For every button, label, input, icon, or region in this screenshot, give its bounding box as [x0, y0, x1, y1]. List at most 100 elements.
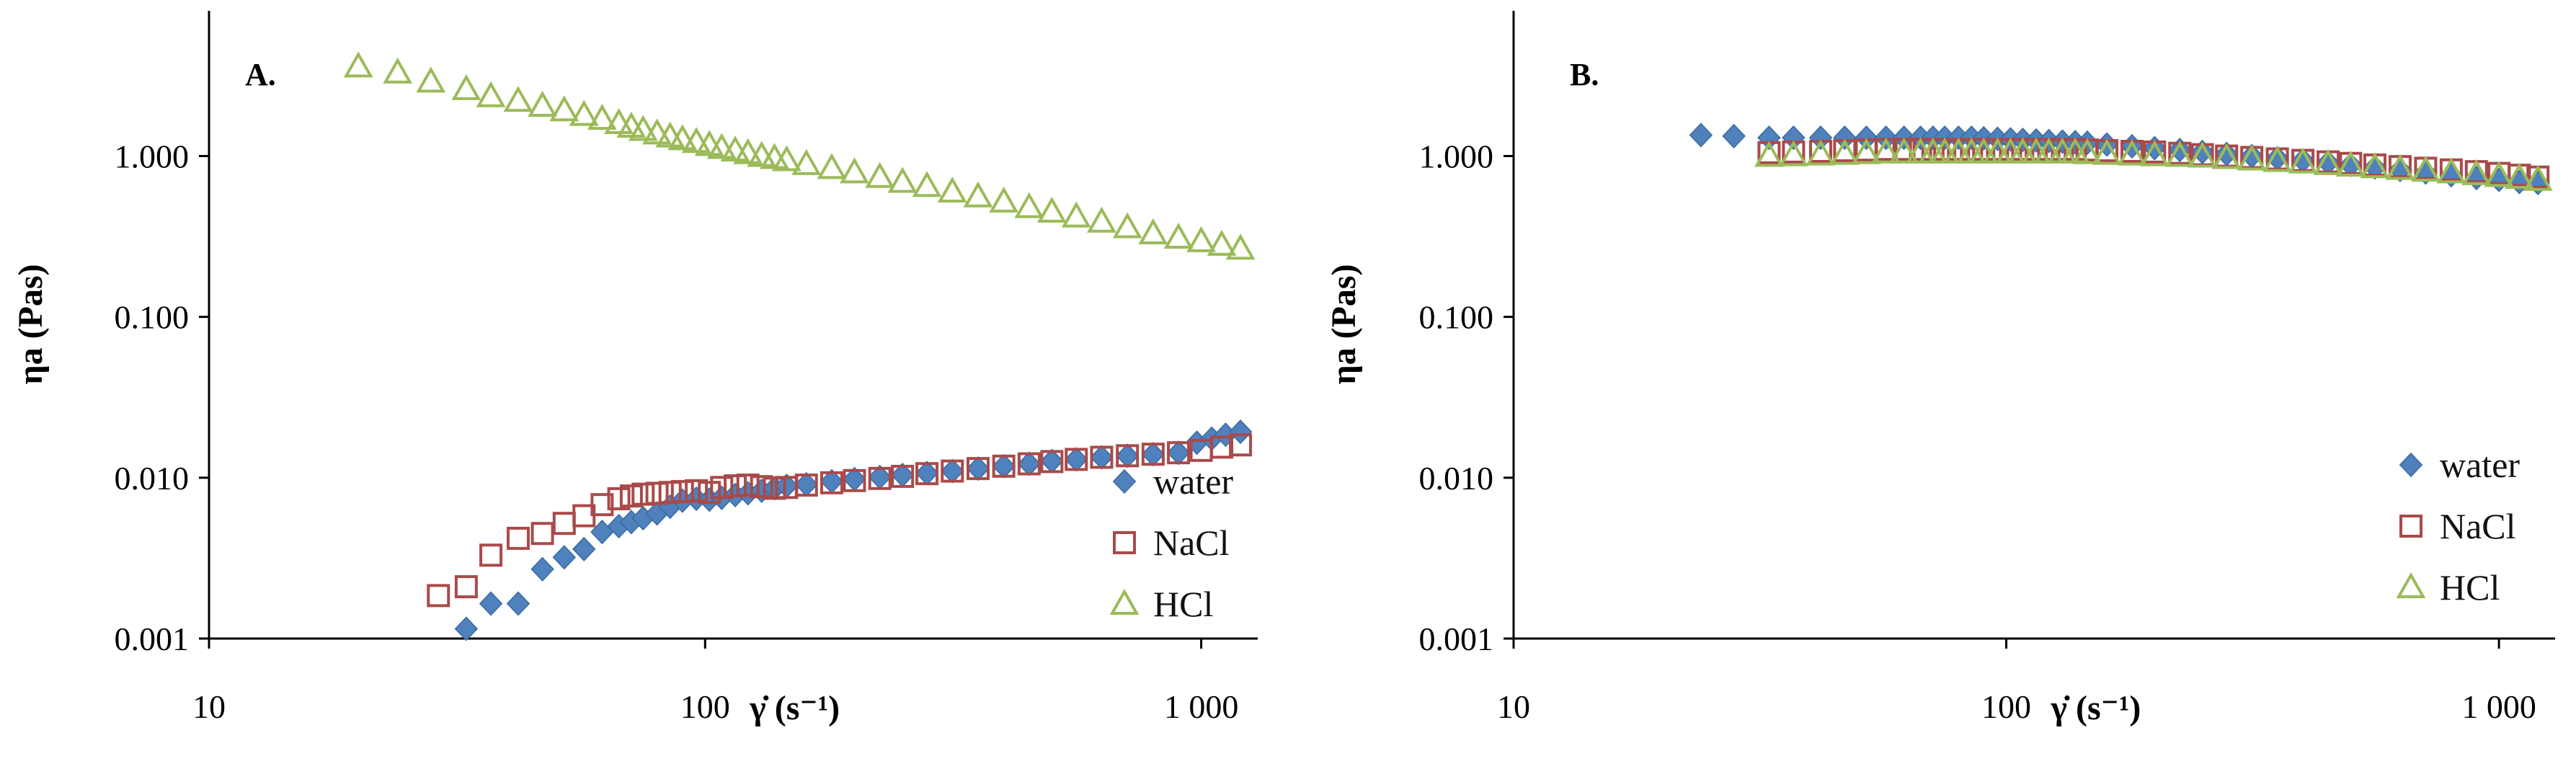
data-point-nacl — [967, 457, 990, 481]
data-point-water — [1833, 125, 1857, 151]
data-point-hcl — [840, 157, 869, 184]
data-point-nacl — [658, 481, 682, 504]
data-point-hcl — [1829, 138, 1860, 165]
data-point-nacl — [1229, 433, 1253, 457]
data-point-nacl — [427, 584, 450, 608]
data-point-hcl — [416, 66, 446, 93]
data-point-hcl — [1138, 218, 1168, 244]
data-point-hcl — [2461, 159, 2492, 185]
data-point-hcl — [733, 138, 763, 164]
data-point-hcl — [587, 104, 617, 130]
legend-marker-nacl — [1113, 531, 1136, 554]
data-point-nacl — [915, 462, 939, 486]
x-tick-label: 10 — [1497, 688, 1530, 725]
data-point-water — [2363, 155, 2387, 180]
data-point-nacl — [941, 459, 964, 483]
data-point-nacl — [1040, 450, 1064, 474]
data-point-hcl — [1225, 234, 1256, 260]
y-tick-label: 1.000 — [115, 138, 190, 175]
data-point-hcl — [747, 141, 777, 167]
data-point-nacl — [843, 468, 866, 492]
x-tick-label: 1 000 — [1164, 688, 1239, 725]
data-point-hcl — [451, 74, 481, 100]
data-point-nacl — [736, 474, 760, 497]
data-point-nacl — [590, 493, 614, 517]
data-point-hcl — [549, 95, 579, 122]
data-point-water — [1115, 443, 1140, 468]
x-axis-title: γ̇ (s⁻¹) — [749, 689, 840, 727]
series-water — [454, 419, 1253, 641]
data-point-hcl — [681, 127, 711, 154]
legend-label-water: water — [2440, 445, 2520, 485]
data-point-hcl — [476, 81, 506, 107]
y-tick-label: 0.001 — [115, 621, 190, 657]
data-point-hcl — [383, 57, 413, 84]
data-point-hcl — [771, 145, 801, 172]
data-point-water — [1808, 125, 1833, 151]
data-point-hcl — [2360, 152, 2390, 179]
data-point-hcl — [2237, 144, 2267, 171]
data-point-hcl — [887, 166, 918, 193]
data-point-water — [479, 591, 503, 616]
data-point-hcl — [1061, 201, 1091, 228]
data-point-hcl — [2211, 143, 2242, 169]
data-point-nacl — [794, 474, 818, 497]
data-point-hcl — [963, 181, 993, 208]
legend-label-water: water — [1153, 461, 1233, 502]
data-point-nacl — [1017, 452, 1041, 476]
data-point-nacl — [454, 575, 478, 599]
data-point-hcl — [1754, 141, 1784, 167]
data-point-hcl — [2436, 157, 2466, 184]
data-point-nacl — [506, 526, 530, 550]
data-point-hcl — [791, 148, 822, 175]
x-tick-label: 100 — [680, 688, 730, 725]
data-point-water — [1090, 445, 1114, 470]
data-point-nacl — [698, 481, 721, 504]
data-point-water — [454, 616, 479, 641]
legend-marker-hcl — [1109, 588, 1140, 615]
data-point-water — [2388, 157, 2412, 182]
data-point-hcl — [720, 135, 750, 162]
panel-label: A. — [245, 57, 276, 92]
data-point-hcl — [642, 118, 672, 145]
data-point-nacl — [1141, 443, 1165, 466]
data-point-hcl — [937, 176, 967, 203]
data-point-water — [1017, 451, 1041, 476]
data-point-water — [552, 545, 577, 570]
data-point-nacl — [1090, 445, 1114, 469]
data-point-hcl — [989, 186, 1019, 213]
panel-label: B. — [1570, 57, 1599, 92]
data-point-nacl — [1116, 444, 1140, 468]
data-point-hcl — [2164, 141, 2195, 167]
data-point-hcl — [865, 161, 895, 188]
data-point-nacl — [530, 522, 554, 546]
data-point-nacl — [645, 481, 669, 505]
data-point-water — [1782, 125, 1806, 151]
data-point-hcl — [912, 171, 942, 197]
data-point-water — [506, 591, 530, 616]
data-point-water — [966, 456, 990, 481]
data-point-water — [572, 536, 596, 561]
y-tick-label: 1.000 — [1419, 138, 1494, 175]
data-point-hcl — [2385, 154, 2415, 180]
data-point-hcl — [1036, 196, 1067, 223]
y-axis-title: ηa (Pas) — [12, 264, 50, 384]
data-point-nacl — [685, 479, 709, 502]
data-point-hcl — [1806, 139, 1836, 166]
data-point-hcl — [667, 124, 698, 151]
data-point-hcl — [2262, 146, 2293, 172]
data-point-hcl — [1087, 206, 1116, 233]
legend-marker-hcl — [2396, 572, 2426, 598]
data-point-water — [1040, 448, 1064, 474]
data-point-water — [2143, 135, 2167, 161]
data-point-hcl — [1778, 140, 1808, 166]
x-axis-title: γ̇ (s⁻¹) — [2051, 689, 2141, 727]
data-point-hcl — [528, 90, 558, 117]
chart-panel-b: 0.001 0.010 0.100 1.000 10 100 1 000 γ̇ (s⁻¹) ηa… — [1325, 11, 2555, 727]
data-point-nacl — [1065, 448, 1088, 471]
data-point-hcl — [2117, 139, 2147, 166]
data-point-hcl — [2411, 155, 2440, 182]
data-point-hcl — [2504, 162, 2534, 190]
data-point-nacl — [479, 543, 503, 567]
data-point-nacl — [607, 487, 631, 511]
